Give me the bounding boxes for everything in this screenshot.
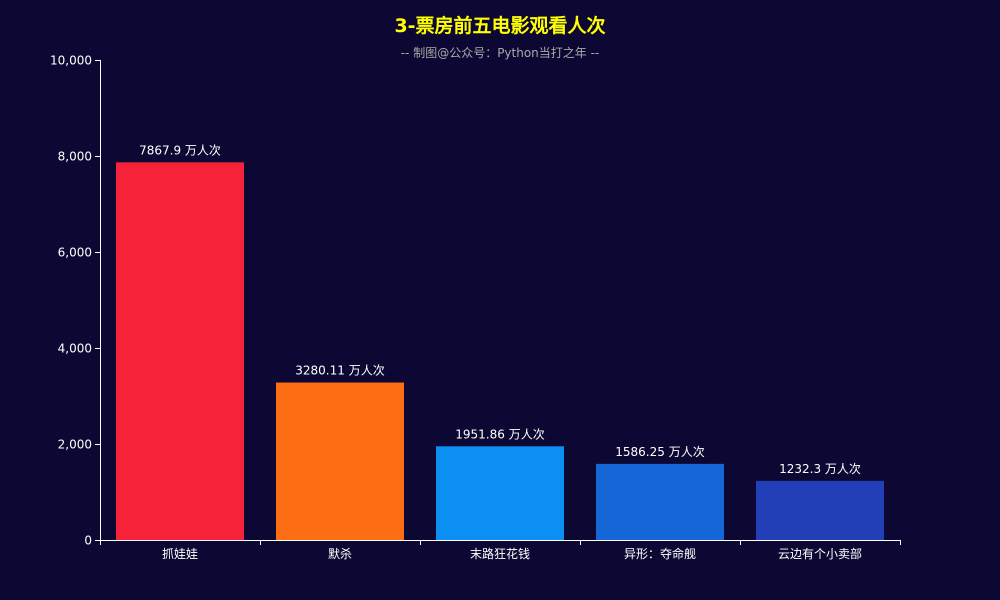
bar-value-label: 1232.3 万人次 bbox=[779, 462, 861, 476]
bar bbox=[756, 480, 884, 540]
bar-value-label: 1586.25 万人次 bbox=[615, 445, 704, 459]
bar-value-label: 1951.86 万人次 bbox=[455, 427, 544, 441]
x-category-label: 异形：夺命舰 bbox=[624, 546, 696, 561]
bar bbox=[436, 446, 564, 540]
y-tick-label: 10,000 bbox=[50, 54, 92, 68]
y-tick-label: 8,000 bbox=[58, 150, 92, 164]
y-tick-label: 4,000 bbox=[58, 342, 92, 356]
bar-value-label: 3280.11 万人次 bbox=[295, 364, 384, 378]
y-tick-label: 2,000 bbox=[58, 438, 92, 452]
x-category-label: 末路狂花钱 bbox=[470, 546, 530, 561]
bar bbox=[276, 382, 404, 540]
bar bbox=[116, 162, 244, 540]
x-category-label: 抓娃娃 bbox=[162, 547, 198, 561]
y-tick-label: 6,000 bbox=[58, 246, 92, 260]
chart-subtitle: -- 制图@公众号：Python当打之年 -- bbox=[400, 46, 600, 60]
bar bbox=[596, 463, 724, 540]
bar-value-label: 7867.9 万人次 bbox=[139, 143, 221, 157]
x-category-label: 云边有个小卖部 bbox=[778, 546, 862, 561]
chart-title: 3-票房前五电影观看人次 bbox=[394, 15, 606, 37]
y-tick-label: 0 bbox=[84, 534, 92, 548]
x-category-label: 默杀 bbox=[328, 546, 352, 561]
